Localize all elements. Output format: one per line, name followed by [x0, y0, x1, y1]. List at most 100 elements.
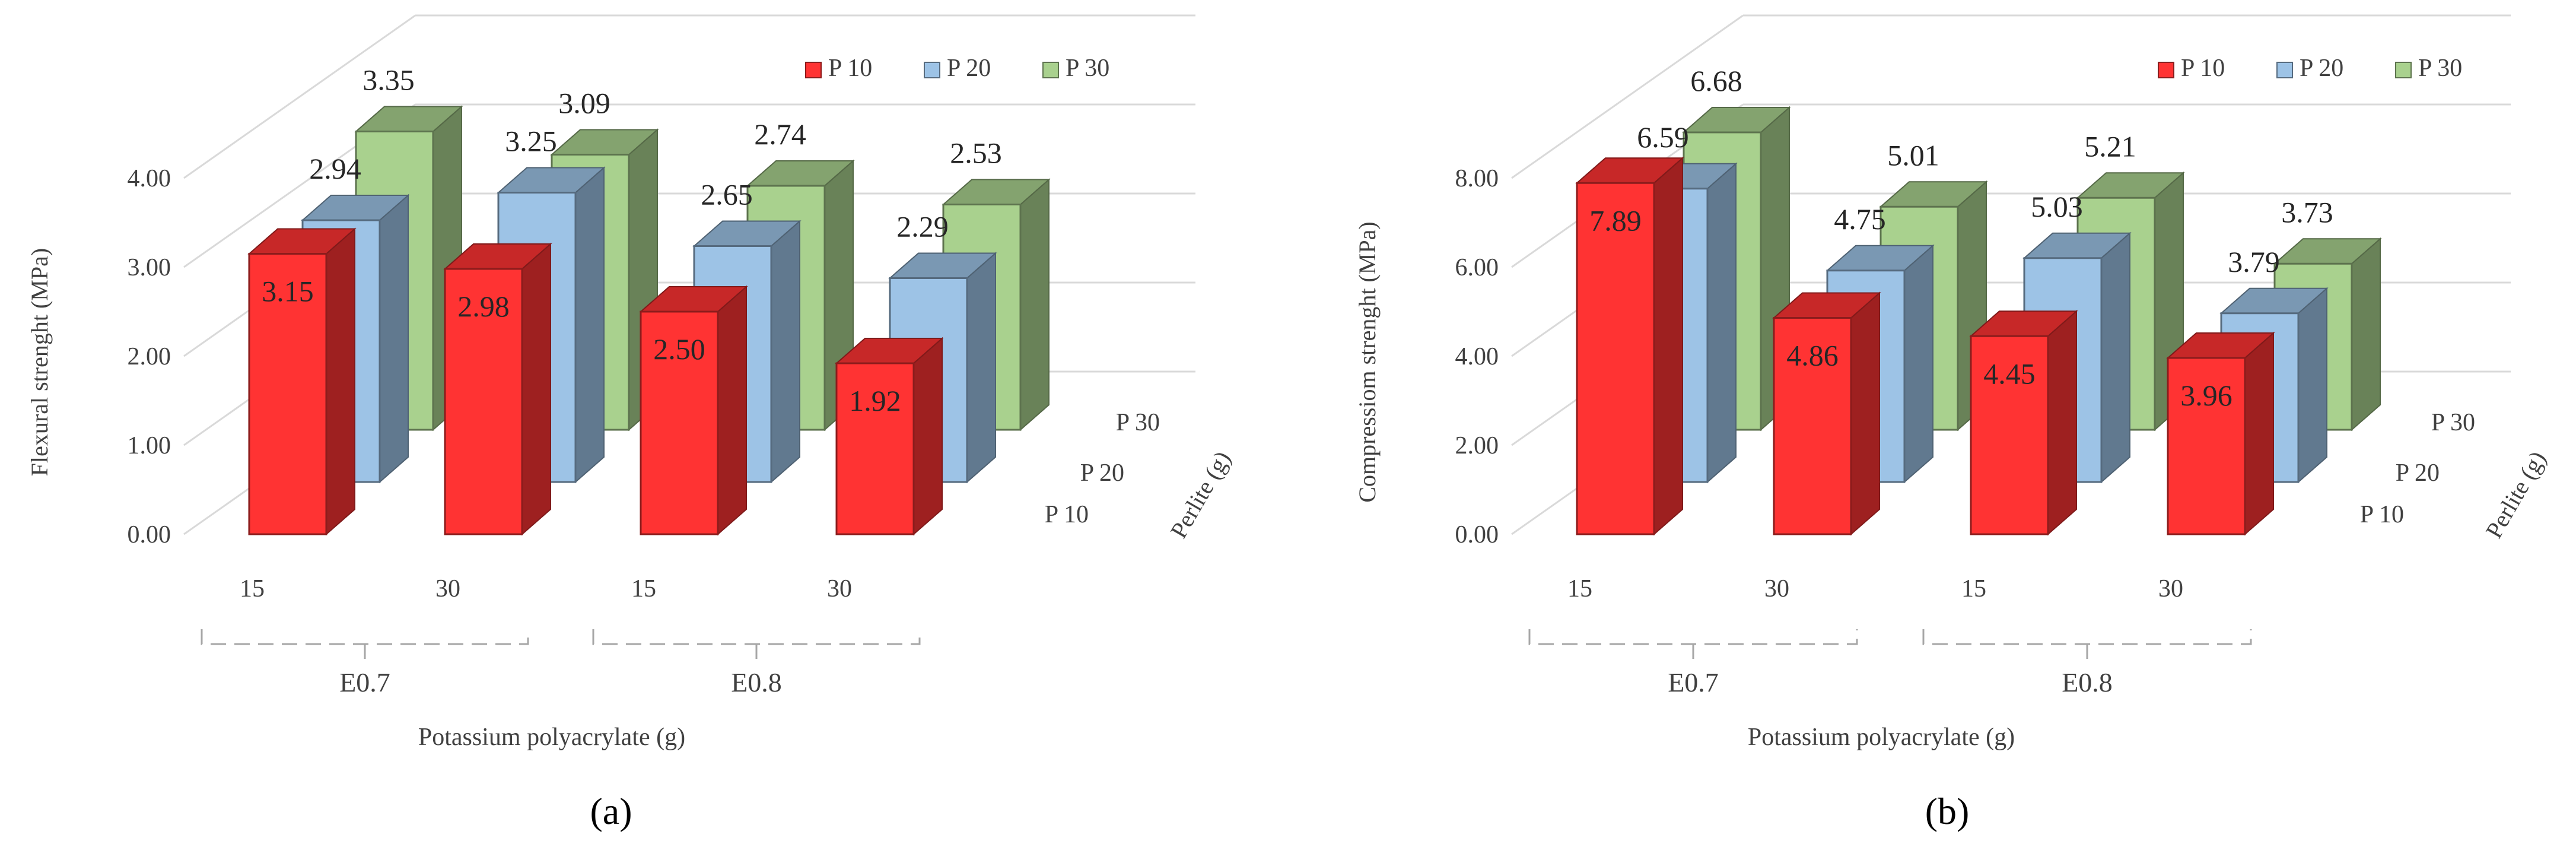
x-axis-title: Potassium polyacrylate (g) [418, 724, 685, 751]
data-label: 3.09 [558, 87, 610, 120]
legend-item: P 30 [2395, 55, 2462, 82]
y-tick-label: 1.00 [128, 432, 171, 459]
x-axis-title: Potassium polyacrylate (g) [1748, 724, 2015, 751]
y-tick-label: 0.00 [128, 521, 171, 548]
data-label: 3.79 [2228, 245, 2280, 278]
bar-p10-0 [247, 227, 357, 536]
data-label: 1.92 [849, 384, 901, 417]
data-label: 5.01 [1887, 138, 1939, 172]
bar-side-face [717, 285, 747, 536]
x-tick-label: 30 [827, 575, 852, 603]
bars [247, 105, 1051, 536]
bar-front-face [1773, 317, 1852, 535]
data-label: 4.75 [1834, 202, 1886, 236]
group-bracket [1528, 629, 1858, 659]
chart-panel-b: 0.00 2.00 4.00 6.00 8.00 6.68 5.01 5.21 3.73 6.59… [1354, 14, 2552, 751]
bar-p10-0 [1575, 157, 1684, 536]
bar-side-face [379, 194, 409, 484]
bar-front-face [248, 253, 327, 535]
x-tick-label: 30 [2158, 575, 2183, 603]
legend-label: P 30 [2418, 55, 2462, 82]
bars [1575, 106, 2382, 536]
group-label: E0.8 [2062, 667, 2113, 697]
bar-p10-1 [443, 242, 552, 536]
bar-side-face [771, 220, 800, 484]
y-axis-title: Flexural strenght (MPa) [26, 248, 53, 476]
depth-tick-label: P 30 [1116, 409, 1160, 436]
legend-item: P 10 [805, 55, 872, 82]
depth-tick-label: P 20 [2396, 459, 2440, 487]
data-label: 2.50 [653, 332, 705, 366]
bar-side-face [1707, 162, 1737, 484]
gridline-diagonal [1511, 14, 1744, 179]
bar-side-face [1904, 244, 1933, 484]
x-tick-label: 30 [435, 575, 460, 603]
bar-p10-1 [1772, 291, 1881, 536]
legend-swatch [2395, 62, 2412, 78]
bar-p10-2 [639, 285, 748, 536]
legend-label: P 20 [947, 55, 991, 82]
data-label: 7.89 [1589, 204, 1642, 237]
y-tick-label: 0.00 [1455, 521, 1499, 548]
bar-side-face [966, 252, 996, 484]
data-label: 3.25 [505, 125, 557, 158]
y-tick-label: 2.00 [1455, 432, 1499, 459]
bar-front-face [835, 362, 915, 535]
group-label: E0.7 [339, 667, 390, 697]
group-bracket [201, 629, 529, 659]
group-bracket [1922, 629, 2252, 659]
data-label: 3.96 [2180, 379, 2232, 412]
legend-label: P 10 [2181, 55, 2225, 82]
y-tick-label: 4.00 [1455, 343, 1499, 370]
data-labels: 6.68 5.01 5.21 3.73 6.59 4.75 5.03 3.79 7.89 4.86… [1589, 64, 2333, 412]
group-bracket-line [1528, 629, 1858, 645]
depth-axis-title: Perlite (g) [2480, 446, 2552, 543]
y-axis-title: Compressiom strenght (MPa) [1354, 221, 1381, 502]
depth-tick-label: P 30 [2431, 409, 2475, 436]
x-tick-label: 15 [631, 575, 656, 603]
bar-front-face [640, 310, 719, 535]
bar-side-face [1020, 178, 1050, 432]
chart-panel-a: 0.00 1.00 2.00 3.00 4.00 3.35 3.09 2.74 2.53 2.94… [26, 14, 1236, 751]
legend-swatch [924, 62, 940, 78]
legend-swatch [2158, 62, 2174, 78]
data-label: 2.53 [950, 137, 1002, 170]
legend-swatch [805, 62, 822, 78]
bar-side-face [521, 242, 551, 536]
data-label: 3.35 [362, 64, 415, 97]
y-tick-label: 8.00 [1455, 165, 1499, 192]
bar-side-face [1653, 157, 1683, 536]
data-label: 2.94 [309, 152, 361, 185]
depth-tick-label: P 10 [1045, 501, 1089, 528]
group-bracket-line [592, 629, 921, 645]
x-tick-label: 15 [1567, 575, 1592, 603]
bar-side-face [2298, 287, 2327, 484]
data-label: 6.68 [1690, 64, 1742, 97]
bar-front-face [444, 268, 523, 535]
y-tick-label: 3.00 [128, 254, 171, 281]
legend: P 10 P 20 P 30 [2158, 55, 2462, 82]
bar-p10-2 [1969, 310, 2078, 536]
bar-front-face [2167, 357, 2246, 535]
bar-side-face [1850, 291, 1880, 536]
bar-side-face [2351, 237, 2381, 432]
depth-axis-title: Perlite (g) [1165, 446, 1236, 543]
group-label: E0.8 [731, 667, 782, 697]
y-tick-label: 2.00 [128, 343, 171, 370]
bar-p10-3 [835, 337, 944, 536]
depth-tick-label: P 20 [1080, 459, 1124, 487]
data-label: 6.59 [1637, 121, 1689, 154]
depth-tick-label: P 10 [2360, 501, 2404, 528]
legend-label: P 20 [2300, 55, 2343, 82]
bar-front-face [1970, 335, 2049, 535]
x-tick-label: 15 [1961, 575, 1986, 603]
group-bracket-line [201, 629, 529, 645]
x-tick-label: 30 [1764, 575, 1789, 603]
group-label: E0.7 [1668, 667, 1719, 697]
gridline-diagonal [183, 14, 416, 179]
bar-side-face [2244, 331, 2274, 536]
data-labels: 3.35 3.09 2.74 2.53 2.94 3.25 2.65 2.29 3.15 2.98… [262, 64, 1002, 418]
data-label: 3.73 [2281, 195, 2333, 229]
x-tick-label: 15 [240, 575, 265, 603]
